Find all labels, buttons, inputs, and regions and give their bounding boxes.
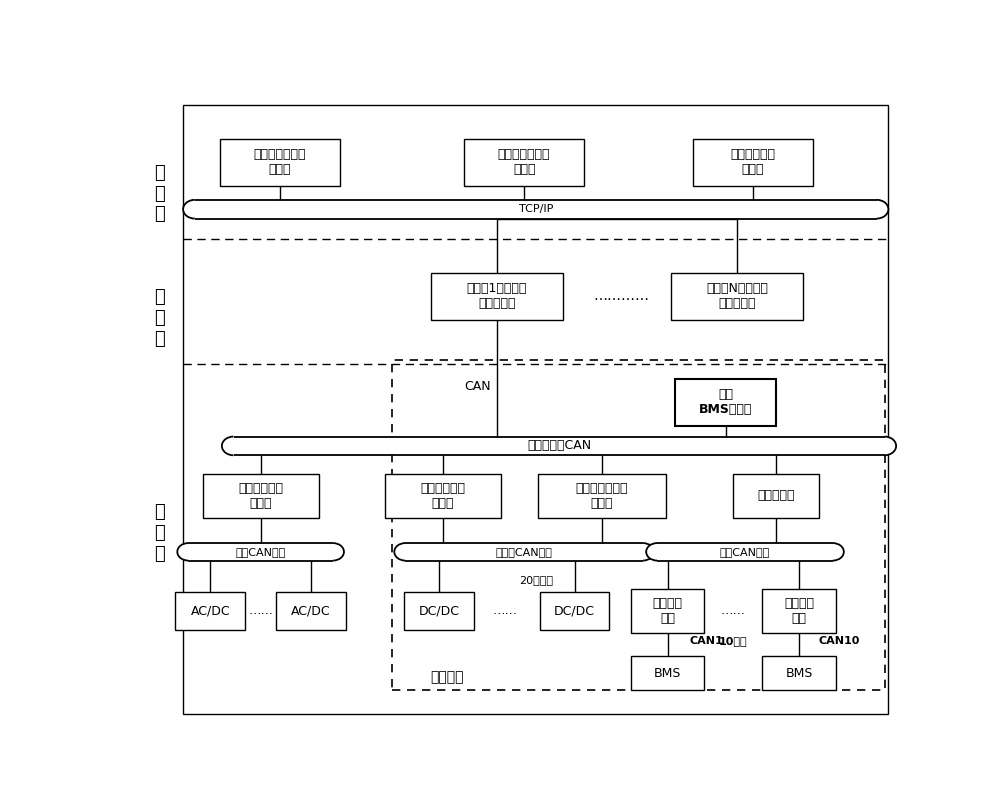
- Bar: [276, 592, 346, 629]
- Bar: [404, 592, 474, 629]
- Bar: [693, 139, 813, 186]
- Text: 双向整流单元
控制器: 双向整流单元 控制器: [238, 481, 283, 510]
- Text: AC/DC: AC/DC: [190, 604, 230, 617]
- Text: 10辆车: 10辆车: [719, 636, 748, 646]
- Bar: [657, 543, 833, 561]
- Text: 充电站1控制中心
边缘服务器: 充电站1控制中心 边缘服务器: [467, 282, 527, 311]
- Bar: [202, 474, 319, 518]
- Text: …………: …………: [593, 290, 649, 303]
- Text: 光伏发电单元
控制器: 光伏发电单元 控制器: [420, 481, 465, 510]
- Bar: [675, 379, 776, 426]
- Bar: [733, 474, 819, 518]
- Text: 整流CAN总线: 整流CAN总线: [236, 547, 286, 557]
- Text: ……: ……: [721, 604, 746, 617]
- Text: ……: ……: [248, 604, 273, 617]
- Text: 储能
BMS控制器: 储能 BMS控制器: [699, 388, 752, 417]
- Wedge shape: [222, 437, 234, 455]
- Bar: [392, 360, 885, 690]
- Bar: [540, 592, 609, 629]
- Text: 站
控
层: 站 控 层: [154, 289, 165, 348]
- Text: 国网计费
单元: 国网计费 单元: [784, 597, 814, 625]
- Bar: [175, 592, 245, 629]
- Bar: [538, 474, 666, 518]
- Text: DC/DC: DC/DC: [418, 604, 459, 617]
- Wedge shape: [177, 543, 188, 561]
- Text: 充电堆CAN总线: 充电堆CAN总线: [496, 547, 553, 557]
- Text: 20个模块: 20个模块: [519, 575, 553, 585]
- Text: TCP/IP: TCP/IP: [519, 204, 553, 214]
- Bar: [188, 543, 333, 561]
- Text: 充电站集群管控
云平台: 充电站集群管控 云平台: [498, 149, 550, 176]
- Bar: [385, 474, 501, 518]
- Text: ……: ……: [492, 604, 517, 617]
- Text: 机桩CAN总线: 机桩CAN总线: [720, 547, 770, 557]
- Wedge shape: [333, 543, 344, 561]
- Text: CAN: CAN: [464, 380, 491, 393]
- Text: 投切控制器: 投切控制器: [757, 489, 795, 502]
- Bar: [464, 139, 584, 186]
- Text: AC/DC: AC/DC: [291, 604, 331, 617]
- Text: CAN1: CAN1: [689, 636, 723, 646]
- Text: 配网调度管理
云平台: 配网调度管理 云平台: [730, 149, 775, 176]
- Text: 国网计费
单元: 国网计费 单元: [652, 597, 682, 625]
- Wedge shape: [183, 200, 195, 218]
- Text: 设
备
层: 设 备 层: [154, 503, 165, 563]
- Bar: [631, 656, 704, 690]
- Wedge shape: [646, 543, 657, 561]
- Text: 电动汽车车联网
云平台: 电动汽车车联网 云平台: [254, 149, 306, 176]
- Wedge shape: [394, 543, 405, 561]
- Wedge shape: [885, 437, 896, 455]
- Text: BMS: BMS: [654, 667, 681, 680]
- Text: 充电站N控制中心
边缘服务器: 充电站N控制中心 边缘服务器: [706, 282, 768, 311]
- Text: 双向充电堆单元
控制器: 双向充电堆单元 控制器: [575, 481, 628, 510]
- Bar: [762, 589, 836, 633]
- Text: 扩展多个: 扩展多个: [430, 671, 463, 684]
- Bar: [195, 200, 877, 218]
- Bar: [631, 589, 704, 633]
- Bar: [431, 273, 563, 320]
- Bar: [234, 437, 885, 455]
- Wedge shape: [877, 200, 888, 218]
- Wedge shape: [833, 543, 844, 561]
- Text: DC/DC: DC/DC: [554, 604, 595, 617]
- Wedge shape: [643, 543, 654, 561]
- Text: CAN10: CAN10: [819, 636, 860, 646]
- Text: 调
度
层: 调 度 层: [154, 164, 165, 223]
- Text: 充电站站级CAN: 充电站站级CAN: [527, 439, 591, 452]
- Bar: [671, 273, 803, 320]
- Text: BMS: BMS: [786, 667, 813, 680]
- Bar: [220, 139, 340, 186]
- Bar: [405, 543, 643, 561]
- Bar: [762, 656, 836, 690]
